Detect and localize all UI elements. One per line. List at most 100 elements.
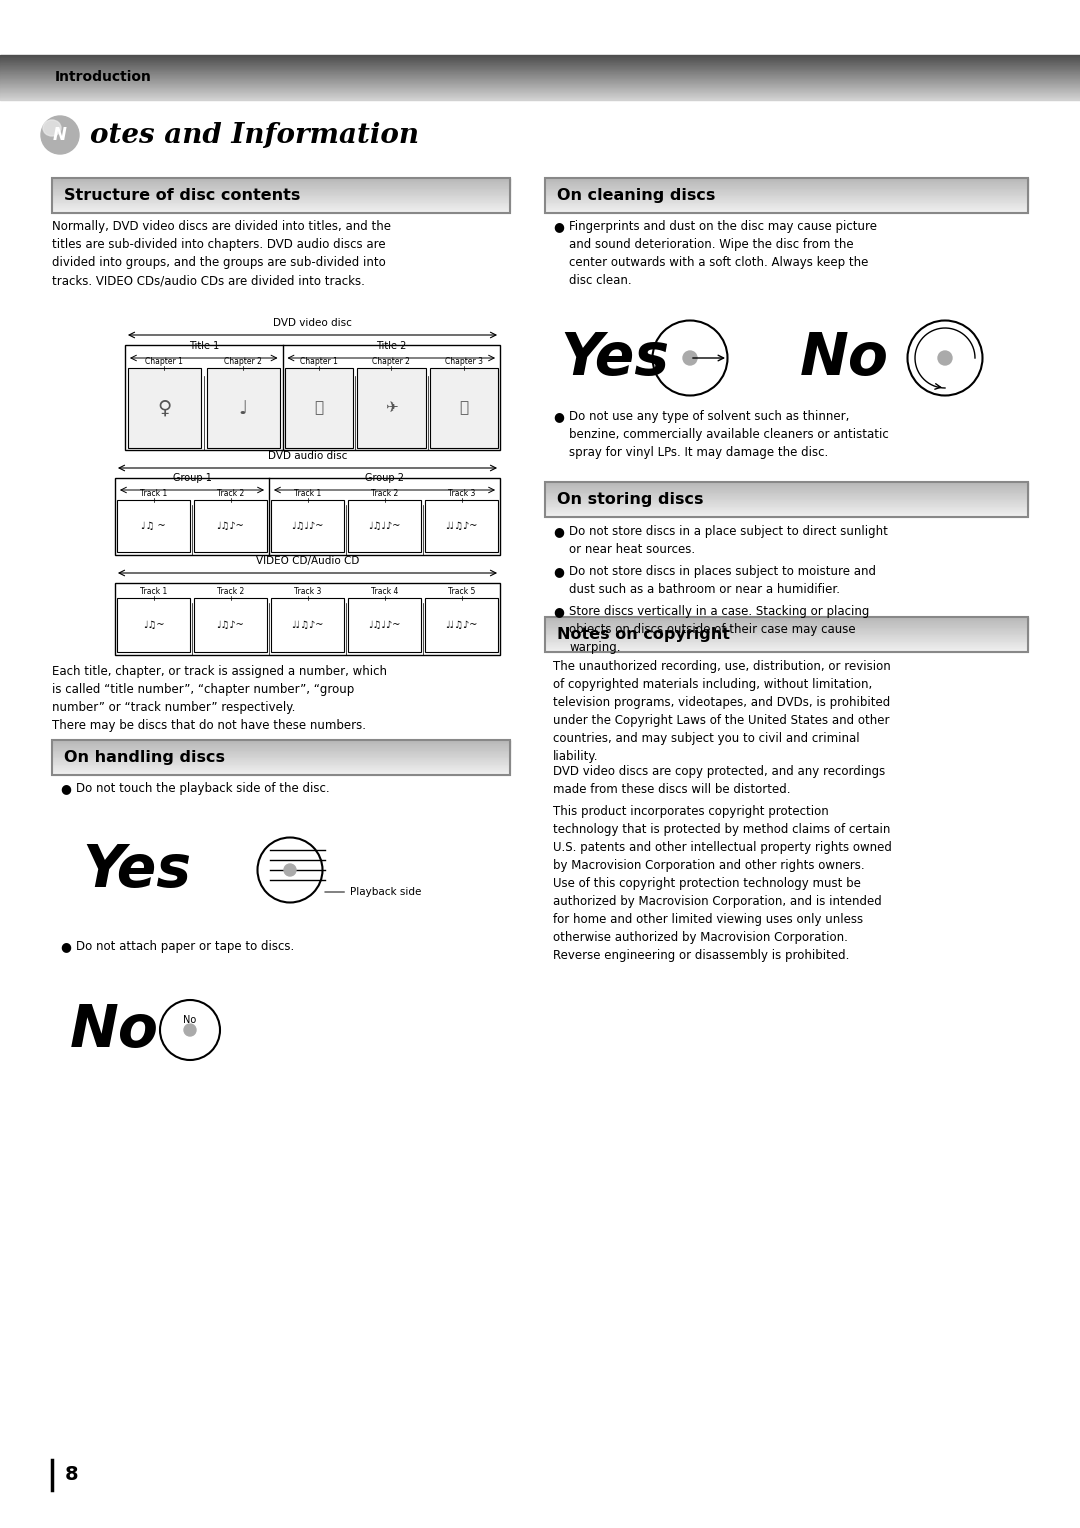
Text: Yes: Yes [561,330,670,387]
Text: Track 2: Track 2 [217,489,244,498]
Text: Title 1: Title 1 [189,341,219,351]
Text: VIDEO CD/Audio CD: VIDEO CD/Audio CD [256,556,360,565]
Text: Introduction: Introduction [55,70,152,84]
Text: On cleaning discs: On cleaning discs [557,188,715,203]
Text: Track 1: Track 1 [294,489,321,498]
Text: Playback side: Playback side [325,886,421,897]
Bar [117,597,190,652]
Text: ✈: ✈ [384,400,397,416]
Text: ♩: ♩ [239,399,247,417]
Bar [545,481,1028,516]
Text: Structure of disc contents: Structure of disc contents [64,188,300,203]
Text: Track 2: Track 2 [217,587,244,596]
Bar [125,345,500,451]
Text: ●: ● [553,526,564,538]
Text: ♩♫♩♪~: ♩♫♩♪~ [292,521,324,532]
Text: Do not use any type of solvent such as thinner,
benzine, commercially available : Do not use any type of solvent such as t… [569,410,889,458]
Text: Store discs vertically in a case. Stacking or placing
objects on discs outside o: Store discs vertically in a case. Stacki… [569,605,869,654]
Text: Do not store discs in a place subject to direct sunlight
or near heat sources.: Do not store discs in a place subject to… [569,526,888,556]
Text: No: No [184,1015,197,1025]
Text: ♀: ♀ [158,399,172,417]
Bar [545,177,1028,212]
Bar [348,597,421,652]
Text: Do not store discs in places subject to moisture and
dust such as a bathroom or : Do not store discs in places subject to … [569,565,876,596]
Text: ♩♫♪~: ♩♫♪~ [217,521,244,532]
Text: Track 1: Track 1 [140,489,167,498]
Text: otes and Information: otes and Information [90,122,419,148]
Text: DVD video discs are copy protected, and any recordings
made from these discs wil: DVD video discs are copy protected, and … [553,766,886,796]
Text: N: N [53,125,67,144]
Text: ♩♩♫♪~: ♩♩♫♪~ [445,521,477,532]
Text: ♩♫~: ♩♫~ [143,620,164,630]
Bar [284,368,353,448]
Text: Track 3: Track 3 [294,587,321,596]
Text: DVD audio disc: DVD audio disc [268,451,347,461]
Text: On handling discs: On handling discs [64,750,225,766]
Text: ●: ● [60,940,71,953]
Bar [129,368,201,448]
Text: ⛵: ⛵ [314,400,323,416]
Text: Do not attach paper or tape to discs.: Do not attach paper or tape to discs. [76,940,294,953]
Ellipse shape [43,121,60,136]
Text: Track 1: Track 1 [140,587,167,596]
Text: ●: ● [553,410,564,423]
Text: Chapter 1: Chapter 1 [300,358,338,367]
Bar [206,368,280,448]
Text: DVD video disc: DVD video disc [273,318,352,329]
Bar [271,597,345,652]
Bar [114,584,500,656]
Text: Title 2: Title 2 [376,341,406,351]
Bar [271,500,345,552]
Bar [426,500,498,552]
Text: ♩♩♫♪~: ♩♩♫♪~ [445,620,477,630]
Text: Track 4: Track 4 [370,587,399,596]
Bar [430,368,498,448]
Text: No: No [800,330,889,387]
Ellipse shape [41,116,79,154]
Bar [426,597,498,652]
Text: Notes on copyright: Notes on copyright [557,626,730,642]
Text: Normally, DVD video discs are divided into titles, and the
titles are sub-divide: Normally, DVD video discs are divided in… [52,220,391,287]
Text: ●: ● [553,565,564,578]
Ellipse shape [939,351,951,365]
Text: Chapter 1: Chapter 1 [146,358,184,367]
Text: Chapter 2: Chapter 2 [225,358,262,367]
Text: ♩♫♩♪~: ♩♫♩♪~ [368,521,401,532]
Text: ♩♫♩♪~: ♩♫♩♪~ [368,620,401,630]
Bar [117,500,190,552]
Text: No: No [70,1001,159,1059]
Bar [545,617,1028,652]
Bar [348,500,421,552]
Text: ♩♫♪~: ♩♫♪~ [217,620,244,630]
Text: Yes: Yes [82,842,191,898]
Bar [52,740,510,775]
Text: This product incorporates copyright protection
technology that is protected by m: This product incorporates copyright prot… [553,805,892,963]
Text: Group 2: Group 2 [365,474,404,483]
Text: Do not touch the playback side of the disc.: Do not touch the playback side of the di… [76,782,329,795]
Bar [194,500,267,552]
Ellipse shape [284,863,296,876]
Text: Track 2: Track 2 [370,489,399,498]
Text: ●: ● [60,782,71,795]
Text: ●: ● [553,220,564,232]
Text: Each title, chapter, or track is assigned a number, which
is called “title numbe: Each title, chapter, or track is assigne… [52,665,387,732]
Ellipse shape [184,1024,195,1036]
Text: Chapter 2: Chapter 2 [373,358,410,367]
Bar [194,597,267,652]
Text: 🚗: 🚗 [459,400,469,416]
Text: The unauthorized recording, use, distribution, or revision
of copyrighted materi: The unauthorized recording, use, distrib… [553,660,891,762]
Text: Track 5: Track 5 [448,587,475,596]
Ellipse shape [683,351,697,365]
Text: Track 3: Track 3 [448,489,475,498]
Text: ♩♫ ~: ♩♫ ~ [141,521,166,532]
Bar [357,368,426,448]
Text: ●: ● [553,605,564,617]
Text: On storing discs: On storing discs [557,492,703,507]
Text: ♩♩♫♪~: ♩♩♫♪~ [292,620,324,630]
Text: Chapter 3: Chapter 3 [445,358,483,367]
Bar [52,177,510,212]
Bar [114,478,500,555]
Text: 8: 8 [65,1465,79,1485]
Text: Fingerprints and dust on the disc may cause picture
and sound deterioration. Wip: Fingerprints and dust on the disc may ca… [569,220,877,287]
Text: Group 1: Group 1 [173,474,212,483]
